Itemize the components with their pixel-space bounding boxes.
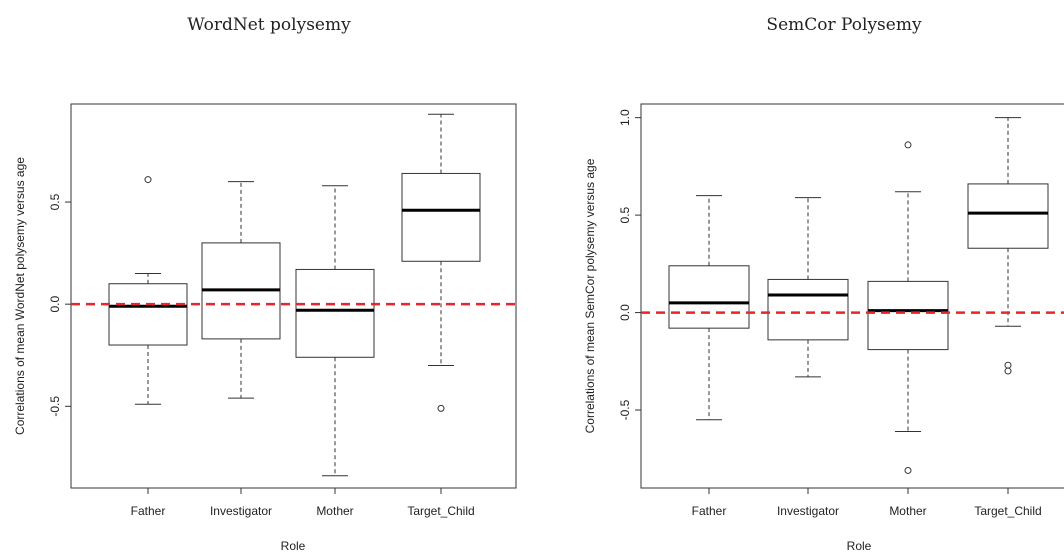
y-tick-label: 0.5 — [48, 193, 62, 210]
box-investigator — [767, 197, 849, 378]
iqr-box — [295, 268, 375, 358]
box-father — [108, 176, 188, 405]
x-tick-label: Father — [131, 504, 166, 518]
y-tick-label: -0.5 — [618, 399, 632, 420]
outlier-point — [904, 466, 912, 474]
box-mother — [867, 141, 949, 474]
outlier-point — [144, 176, 152, 184]
iqr-box — [668, 265, 750, 329]
iqr-box — [767, 278, 849, 341]
y-tick-label: 0.5 — [618, 206, 632, 223]
semcor-boxplot-panel: SemCor Polysemy Role Correlations of mea… — [583, 15, 1064, 553]
outlier-point — [1004, 361, 1012, 369]
x-axis-label: Role — [847, 539, 872, 553]
y-axis-label: Correlations of mean SemCor polysemy ver… — [583, 158, 597, 433]
box-mother — [295, 185, 375, 477]
iqr-box — [401, 172, 481, 262]
chart-title: SemCor Polysemy — [766, 15, 922, 35]
plot-frame — [70, 103, 517, 489]
x-tick-label: Investigator — [210, 504, 272, 518]
outlier-point — [904, 141, 912, 149]
y-tick-label: 0.0 — [618, 304, 632, 321]
outlier-point — [437, 404, 445, 412]
plot-frame — [640, 103, 1064, 489]
box-target-child — [401, 113, 481, 412]
x-tick-label: Target_Child — [974, 504, 1041, 518]
x-tick-label: Target_Child — [407, 504, 474, 518]
wordnet-boxplot-panel: WordNet polysemy Role Correlations of me… — [13, 15, 517, 553]
x-tick-label: Father — [692, 504, 727, 518]
x-axis-label: Role — [281, 539, 306, 553]
iqr-box — [967, 183, 1049, 249]
x-tick-label: Investigator — [777, 504, 839, 518]
y-tick-label: 0.0 — [48, 296, 62, 313]
iqr-box — [108, 283, 188, 346]
box-target-child — [967, 117, 1049, 375]
y-axis-label: Correlations of mean WordNet polysemy ve… — [13, 157, 27, 435]
x-tick-label: Mother — [889, 504, 926, 518]
box-marks: -0.5 0.0 0.5 Father Investigator Mother Target… — [48, 113, 516, 518]
y-tick-label: -0.5 — [48, 396, 62, 417]
box-father — [668, 195, 750, 421]
box-investigator — [201, 181, 281, 399]
y-tick-label: 1.0 — [618, 109, 632, 126]
outlier-point — [1004, 367, 1012, 375]
iqr-box — [867, 280, 949, 351]
x-tick-label: Mother — [316, 504, 353, 518]
chart-title: WordNet polysemy — [187, 15, 351, 35]
box-marks: -0.5 0.0 0.5 1.0 Father Investigator Mother Tar… — [618, 109, 1064, 518]
